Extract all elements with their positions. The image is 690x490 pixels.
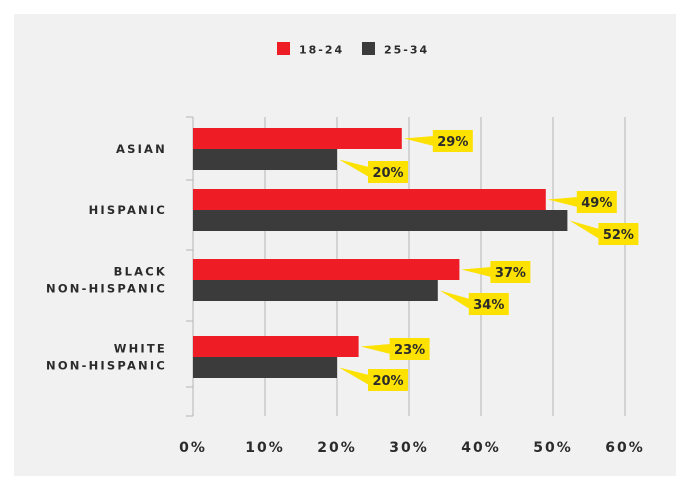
legend-swatch-25-34	[362, 42, 375, 55]
data-label-pointer	[403, 136, 434, 146]
data-label-pointer	[547, 197, 578, 207]
legend-swatch-18-24	[277, 42, 290, 55]
data-label: 23%	[394, 343, 425, 358]
data-label-pointer	[339, 367, 369, 385]
data-label: 49%	[581, 196, 612, 211]
chart-background: 18-24 25-34 ASIAN HISPANIC BLACK NON-HISPANIC…	[14, 14, 676, 476]
x-tick-label: 20%	[317, 440, 357, 456]
bar-18-24	[193, 336, 359, 357]
legend-label: 18-24	[299, 44, 344, 57]
category-label: ASIAN	[116, 142, 167, 156]
x-tick-label: 0%	[179, 440, 207, 456]
bar-18-24	[193, 259, 460, 280]
data-label-box	[598, 223, 639, 245]
x-tick-label: 30%	[389, 440, 429, 456]
data-label-box	[576, 191, 617, 213]
bar-18-24	[193, 189, 546, 210]
category-label: BLACK	[114, 265, 167, 279]
bar-chart: 18-24 25-34 ASIAN HISPANIC BLACK NON-HISPANIC…	[46, 42, 645, 456]
bar-25-34	[193, 280, 438, 301]
category-label: NON-HISPANIC	[46, 359, 167, 373]
data-label-pointer	[439, 290, 470, 309]
data-label-box	[368, 369, 408, 391]
x-tick-label: 50%	[533, 440, 573, 456]
data-label: 29%	[437, 135, 468, 150]
data-label-box	[490, 261, 531, 283]
data-label: 34%	[473, 298, 504, 313]
bar-18-24	[193, 128, 402, 149]
category-label: HISPANIC	[89, 203, 167, 217]
data-label-pointer	[461, 267, 492, 277]
x-tick-label: 60%	[605, 440, 645, 456]
data-label-box	[368, 161, 408, 183]
bar-25-34	[193, 357, 337, 378]
bar-25-34	[193, 210, 568, 231]
data-label-pointer	[569, 220, 600, 239]
x-tick-label: 40%	[461, 440, 501, 456]
category-label: NON-HISPANIC	[46, 282, 167, 296]
data-label: 52%	[603, 228, 634, 243]
data-label-box	[468, 293, 509, 315]
legend-label: 25-34	[384, 44, 429, 57]
data-label: 37%	[495, 266, 526, 281]
data-label-pointer	[339, 159, 369, 177]
data-label-pointer	[360, 344, 391, 354]
x-tick-label: 10%	[245, 440, 285, 456]
category-label: WHITE	[114, 342, 167, 356]
bar-25-34	[193, 149, 337, 170]
data-label: 20%	[372, 374, 403, 389]
data-label-box	[389, 338, 430, 360]
data-label-box	[432, 130, 473, 152]
data-label: 20%	[372, 166, 403, 181]
